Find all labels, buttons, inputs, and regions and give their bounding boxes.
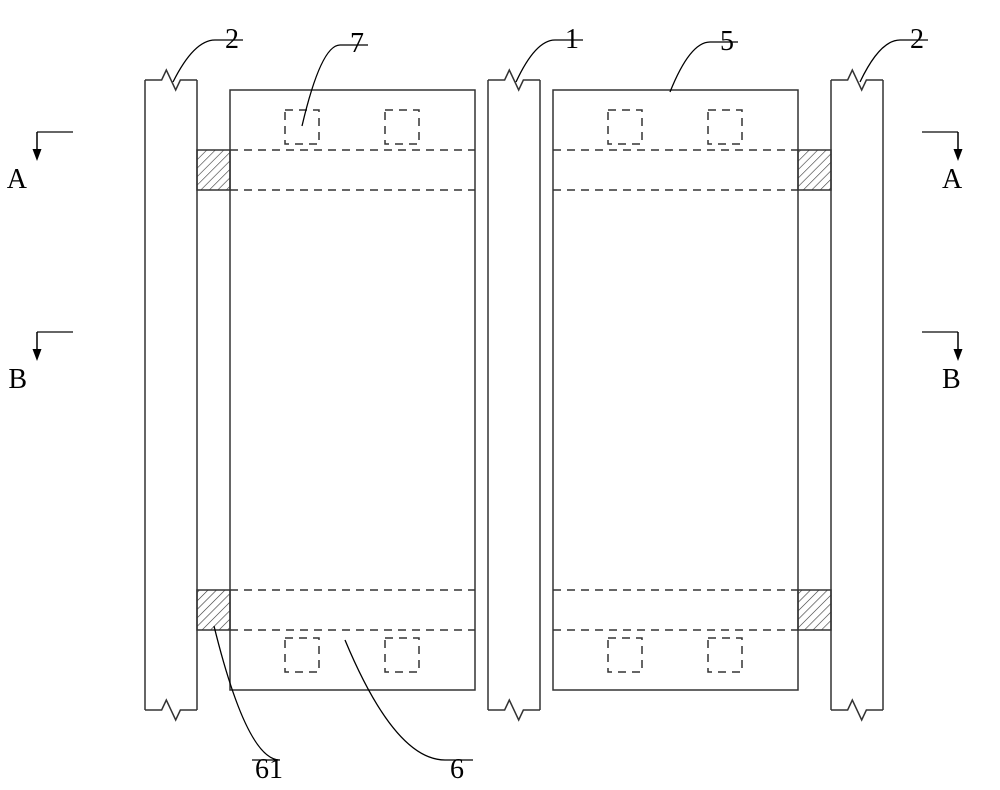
callout-label-7: 7 bbox=[350, 28, 364, 59]
hatch-block bbox=[197, 150, 230, 190]
callout-label-5: 5 bbox=[720, 26, 734, 57]
stud-square bbox=[285, 110, 319, 144]
callout-label-61: 61 bbox=[255, 754, 283, 785]
hatch-block bbox=[798, 590, 831, 630]
callout-61 bbox=[214, 626, 280, 760]
svg-text:A: A bbox=[942, 164, 963, 195]
svg-text:B: B bbox=[942, 364, 961, 395]
plate bbox=[553, 90, 798, 690]
stud-square bbox=[385, 110, 419, 144]
stud-square bbox=[385, 638, 419, 672]
stud-square bbox=[285, 638, 319, 672]
stud-square bbox=[708, 638, 742, 672]
svg-text:A: A bbox=[7, 164, 28, 195]
hatch-block bbox=[798, 150, 831, 190]
svg-text:B: B bbox=[8, 364, 27, 395]
callout-label-2: 2 bbox=[225, 24, 239, 55]
plate bbox=[230, 90, 475, 690]
stud-square bbox=[708, 110, 742, 144]
callout-label-1: 1 bbox=[565, 24, 579, 55]
callout-label-6: 6 bbox=[450, 754, 464, 785]
stud-square bbox=[608, 638, 642, 672]
hatch-block bbox=[197, 590, 230, 630]
stud-square bbox=[608, 110, 642, 144]
callout-label-2b: 2 bbox=[910, 24, 924, 55]
callout-6 bbox=[345, 640, 473, 760]
